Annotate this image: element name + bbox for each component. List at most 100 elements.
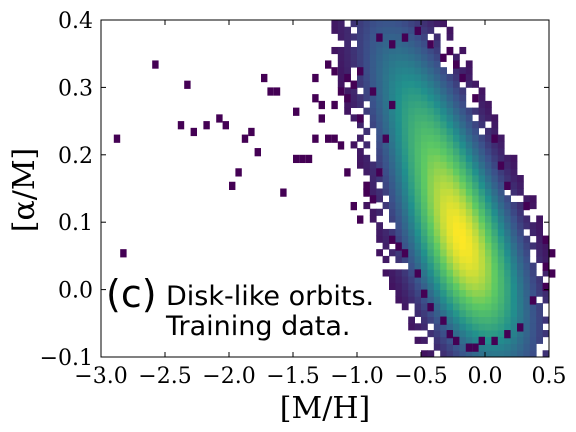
heatmap-cell [478,235,486,243]
heatmap-cell [267,87,274,96]
heatmap-cell [395,175,403,183]
heatmap-cell [504,242,511,250]
heatmap-cell [382,40,390,48]
heatmap-cell [427,195,435,203]
heatmap-cell [440,242,447,250]
heatmap-cell [395,235,403,243]
heatmap-cell [453,134,460,142]
heatmap-cell [427,289,435,297]
heatmap-cell [408,168,415,176]
heatmap-cell [433,323,441,331]
heatmap-cell [510,188,518,196]
heatmap-cell [491,309,499,317]
heatmap-cell [433,181,441,189]
heatmap-cell [421,208,428,216]
heatmap-cell [453,249,460,257]
heatmap-cell [542,249,550,257]
heatmap-cell [517,249,524,257]
heatmap-cell [446,127,454,135]
heatmap-cell [497,282,505,290]
heatmap-cell [389,154,396,162]
x-tick-label: −1.5 [266,364,319,389]
heatmap-cell [318,114,325,123]
heatmap-cell [280,188,287,197]
heatmap-cell [459,255,467,264]
heatmap-cell [459,228,467,237]
heatmap-cell [369,67,377,75]
heatmap-cell [485,107,492,115]
y-tick-label: 0.1 [58,211,93,236]
heatmap-cell [459,195,467,203]
heatmap-cell [261,73,268,83]
heatmap-cell [433,154,441,162]
heatmap-cell [363,80,371,88]
heatmap-cell [433,195,441,203]
heatmap-cell [504,222,511,230]
heatmap-cell [433,100,441,109]
heatmap-cell [421,289,428,298]
heatmap-cell [440,222,447,230]
heatmap-cell [357,67,364,76]
heatmap-cell [421,26,428,34]
heatmap-cell [433,46,441,55]
heatmap-cell [389,100,396,110]
heatmap-cell [453,154,460,162]
heatmap-cell [363,201,371,210]
heatmap-cell [382,168,390,176]
heatmap-cell [491,134,498,143]
heatmap-cell [395,208,403,216]
heatmap-cell [491,296,499,304]
heatmap-cell [414,114,422,122]
heatmap-cell [497,195,505,203]
heatmap-cell [363,127,371,135]
heatmap-cell [523,195,531,203]
heatmap-cell [433,201,441,210]
heatmap-cell [427,127,435,135]
heatmap-cell [478,289,486,297]
heatmap-cell [459,215,467,223]
heatmap-cell [485,175,492,183]
heatmap-cell [440,175,447,183]
heatmap-cell [369,46,377,55]
heatmap-cell [446,154,454,162]
heatmap-cell [395,181,403,189]
heatmap-cell [459,127,467,135]
heatmap-cell [510,303,518,311]
heatmap-cell [344,60,351,68]
heatmap-cell [453,262,460,270]
heatmap-cell [363,26,371,34]
heatmap-cell [453,53,460,61]
heatmap-cell [389,73,396,82]
heatmap-cell [421,188,428,196]
heatmap-cell [523,343,531,351]
heatmap-cell [389,40,396,49]
heatmap-cell [465,309,473,317]
heatmap-cell [472,296,479,304]
heatmap-cell [478,228,486,237]
heatmap-cell [177,121,185,130]
heatmap-cell [414,201,422,210]
heatmap-cell [331,46,339,55]
heatmap-cell [491,181,499,189]
heatmap-cell [497,276,505,284]
heatmap-cell [440,208,447,216]
heatmap-cell [497,323,505,331]
heatmap-cell [389,215,396,223]
heatmap-cell [485,323,492,331]
heatmap-cell [363,87,371,95]
heatmap-cell [497,141,505,149]
heatmap-cell [395,53,403,61]
heatmap-cell [472,107,479,115]
heatmap-cell [504,154,511,162]
heatmap-cell [414,94,422,102]
heatmap-cell [427,134,435,142]
heatmap-cell [408,215,415,223]
heatmap-cell [478,181,486,189]
heatmap-cell [485,269,492,277]
heatmap-cell [529,330,537,338]
heatmap-cell [440,323,447,331]
heatmap-cell [440,94,447,102]
heatmap-cell [485,282,492,290]
heatmap-cell [446,228,454,237]
heatmap-cell [369,80,377,88]
